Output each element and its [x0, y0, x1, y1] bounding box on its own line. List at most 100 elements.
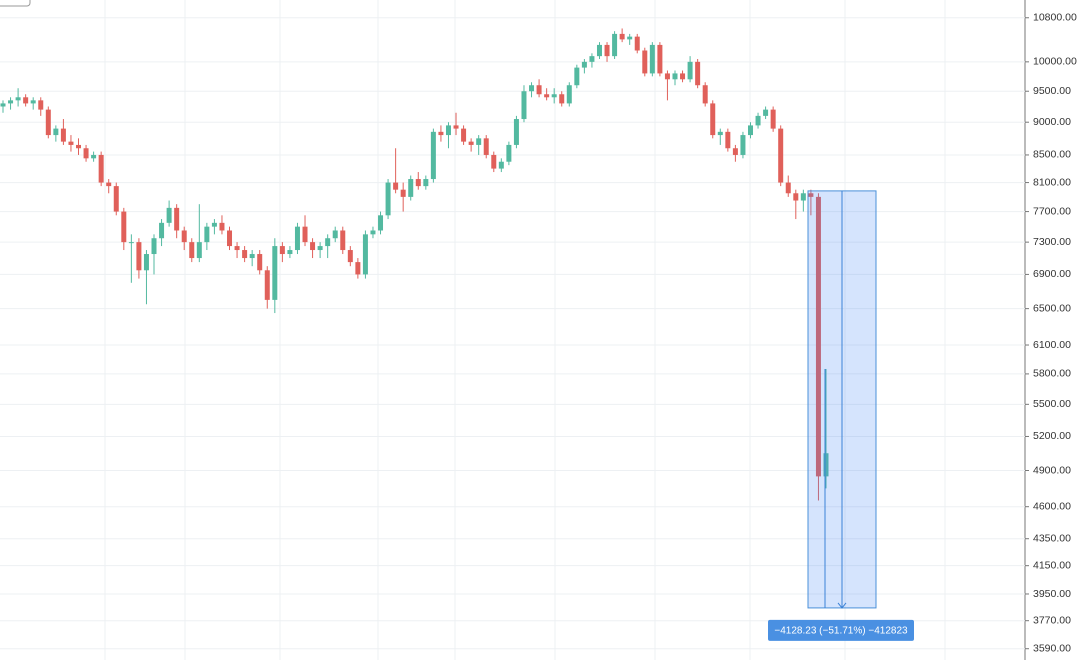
- candle-body: [219, 222, 225, 231]
- candle-body: [559, 94, 565, 104]
- candle-body: [340, 230, 346, 251]
- candle-body: [612, 33, 618, 57]
- candle-body: [362, 234, 368, 275]
- candle-body: [445, 125, 451, 136]
- candle-body: [45, 109, 51, 136]
- y-tick-label: 3950.00: [1033, 588, 1071, 600]
- candle-body: [347, 250, 353, 263]
- y-tick-label: 4150.00: [1033, 559, 1071, 571]
- candle-body: [468, 141, 474, 145]
- candle-body: [604, 44, 610, 57]
- measure-arrow-head: [837, 602, 847, 609]
- candle-body: [800, 193, 806, 201]
- candle-body: [642, 50, 648, 74]
- candle-body: [634, 36, 640, 51]
- candle-body: [596, 44, 602, 57]
- candle-body: [106, 182, 112, 187]
- y-tick-label: 7300.00: [1033, 236, 1071, 248]
- candle-body: [544, 94, 550, 98]
- candle-body: [657, 44, 663, 74]
- candle-body: [498, 161, 504, 169]
- candle-body: [815, 196, 821, 477]
- y-tick-label: 5800.00: [1033, 368, 1071, 380]
- y-tick-label: 3590.00: [1033, 643, 1071, 655]
- candle-body: [68, 141, 74, 145]
- y-tick-label: 5500.00: [1033, 398, 1071, 410]
- candle-body: [687, 61, 693, 80]
- candle-body: [415, 179, 421, 187]
- y-tick-label: 5200.00: [1033, 430, 1071, 442]
- candle-body: [234, 246, 240, 251]
- candle-body: [430, 131, 436, 180]
- candle-body: [242, 250, 248, 259]
- y-tick-label: 8100.00: [1033, 176, 1071, 188]
- measure-label: −4128.23 (−51.71%) −412823: [774, 626, 908, 637]
- candle-body: [747, 125, 753, 136]
- candle-body: [695, 61, 701, 86]
- candle-body: [423, 179, 429, 187]
- y-tick-label: 10800.00: [1033, 12, 1077, 24]
- candle-body: [332, 230, 338, 239]
- candle-body: [740, 135, 746, 155]
- candle-body: [151, 238, 157, 255]
- candle-body: [279, 246, 285, 255]
- candle-body: [113, 186, 119, 212]
- candle-body: [83, 148, 89, 159]
- candle-body: [143, 254, 149, 271]
- candle-body: [166, 207, 172, 223]
- y-tick-label: 8500.00: [1033, 149, 1071, 161]
- candle-body: [53, 128, 59, 136]
- candle-body: [136, 242, 142, 271]
- candle-body: [385, 182, 391, 216]
- candle-body: [732, 148, 738, 155]
- candle-body: [491, 154, 497, 169]
- candle-body: [438, 131, 444, 136]
- y-tick-label: 9500.00: [1033, 85, 1071, 97]
- toolbar-button[interactable]: [0, 0, 31, 7]
- candle-body: [378, 215, 384, 231]
- candle-body: [91, 154, 97, 159]
- candle-body: [310, 242, 316, 251]
- measure-label-box: [768, 619, 914, 641]
- candle-body: [785, 182, 791, 194]
- candle-body: [128, 242, 134, 244]
- candle-body: [189, 242, 195, 259]
- y-tick-label: 3770.00: [1033, 614, 1071, 626]
- candle-body: [370, 230, 376, 235]
- candle-body: [581, 61, 587, 68]
- candle-body: [8, 100, 14, 104]
- candle-body: [302, 226, 308, 243]
- candle-body: [476, 138, 482, 145]
- candle-body: [294, 226, 300, 251]
- candle-body: [536, 85, 542, 95]
- candle-body: [649, 44, 655, 74]
- y-tick-label: 4350.00: [1033, 532, 1071, 544]
- candle-body: [264, 270, 270, 300]
- candle-body: [76, 144, 82, 149]
- candle-body: [506, 144, 512, 162]
- candle-body: [513, 119, 519, 145]
- candle-body: [272, 246, 278, 300]
- candle-body: [121, 211, 127, 243]
- candle-body: [30, 100, 36, 104]
- y-tick-label: 4900.00: [1033, 464, 1071, 476]
- candle-body: [174, 207, 180, 231]
- candle-body: [325, 238, 331, 247]
- candle-body: [196, 242, 202, 259]
- candle-body: [38, 100, 44, 110]
- candle-body: [23, 97, 29, 104]
- vertical-grid: [104, 0, 946, 660]
- y-tick-label: 6100.00: [1033, 339, 1071, 351]
- candle-body: [204, 226, 210, 243]
- candle-body: [717, 131, 723, 136]
- candle-body: [778, 128, 784, 183]
- candle-body: [15, 97, 21, 101]
- candle-body: [287, 250, 293, 255]
- candle-body: [181, 230, 187, 243]
- candle-body: [60, 128, 66, 142]
- candle-body: [808, 193, 814, 197]
- candle-body: [393, 182, 399, 190]
- candle-body: [710, 103, 716, 136]
- candle-body: [755, 115, 761, 126]
